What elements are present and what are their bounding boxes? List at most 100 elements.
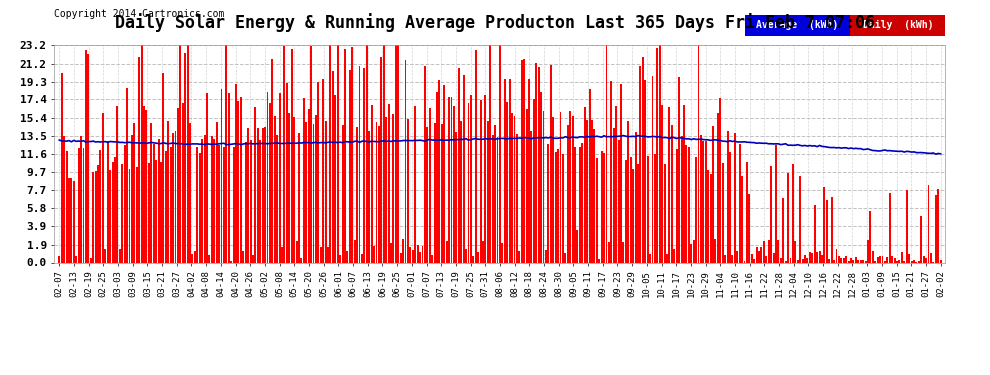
Text: Copyright 2014 Cartronics.com: Copyright 2014 Cartronics.com <box>54 9 225 19</box>
Bar <box>305 122 307 262</box>
Bar <box>623 242 625 262</box>
Bar <box>673 249 675 262</box>
Bar <box>271 59 273 262</box>
Bar <box>58 256 60 262</box>
Bar <box>646 156 648 262</box>
Bar <box>576 230 578 262</box>
Bar <box>663 164 665 262</box>
Bar <box>901 252 903 262</box>
Bar <box>891 256 893 262</box>
Bar <box>881 256 883 262</box>
Bar <box>320 247 322 262</box>
Bar <box>826 200 828 262</box>
Bar <box>248 128 249 262</box>
Bar <box>82 148 84 262</box>
Bar <box>872 251 874 262</box>
Bar <box>724 255 726 262</box>
Bar <box>92 172 94 262</box>
Bar <box>434 123 436 262</box>
Bar <box>799 176 801 262</box>
Bar <box>80 136 82 262</box>
Bar <box>206 93 208 262</box>
Bar <box>179 45 181 262</box>
Bar <box>877 258 878 262</box>
Bar <box>77 148 79 262</box>
Bar <box>855 256 856 262</box>
Bar <box>685 144 687 262</box>
Bar <box>938 189 940 262</box>
Bar <box>867 240 869 262</box>
Bar <box>727 131 729 262</box>
Bar <box>122 164 123 262</box>
Bar <box>504 78 506 262</box>
Bar <box>432 255 434 262</box>
Bar <box>259 140 261 262</box>
Bar <box>300 258 302 262</box>
Bar <box>611 81 612 262</box>
Bar <box>625 160 627 262</box>
Bar <box>707 170 709 262</box>
Bar <box>722 163 724 262</box>
Bar <box>184 53 186 262</box>
Bar <box>765 256 767 262</box>
Bar <box>342 125 344 262</box>
Bar <box>678 77 680 262</box>
Bar <box>348 70 350 262</box>
Bar <box>906 190 908 262</box>
Bar <box>383 45 385 262</box>
Bar <box>187 45 188 262</box>
Bar <box>330 45 332 262</box>
Bar <box>923 256 925 262</box>
Bar <box>571 116 573 262</box>
Bar <box>286 83 288 262</box>
Bar <box>453 106 455 262</box>
Bar <box>841 258 842 262</box>
Bar <box>918 261 920 262</box>
Bar <box>233 147 235 262</box>
Bar <box>75 256 77 262</box>
Bar <box>126 88 128 262</box>
Bar <box>608 242 610 262</box>
Bar <box>293 117 295 262</box>
Bar <box>141 45 143 262</box>
Bar <box>235 84 237 262</box>
Bar <box>412 250 414 262</box>
Bar <box>755 247 757 262</box>
Bar <box>581 143 583 262</box>
Bar <box>879 256 881 262</box>
Bar <box>693 240 695 262</box>
Bar <box>710 174 712 262</box>
Bar <box>366 45 367 262</box>
Bar <box>298 132 300 262</box>
Bar <box>852 261 854 262</box>
Bar <box>620 84 622 262</box>
Bar <box>519 251 521 262</box>
Bar <box>824 188 826 262</box>
Bar <box>821 255 823 262</box>
Bar <box>160 162 162 262</box>
Bar <box>353 240 355 262</box>
Bar <box>238 100 240 262</box>
Text: Average  (kWh): Average (kWh) <box>756 20 839 30</box>
Bar <box>552 117 554 262</box>
Bar <box>516 134 518 262</box>
Bar <box>586 120 588 262</box>
Text: Daily  (kWh): Daily (kWh) <box>862 20 933 30</box>
Bar <box>812 254 813 262</box>
Bar <box>908 254 910 262</box>
Bar <box>65 151 67 262</box>
Bar <box>637 164 639 262</box>
Bar <box>635 132 637 262</box>
Bar <box>87 54 89 262</box>
Bar <box>182 103 184 262</box>
Bar <box>213 139 215 262</box>
Bar <box>455 132 457 262</box>
Bar <box>177 108 179 262</box>
Bar <box>392 114 394 262</box>
Bar <box>414 106 416 262</box>
Bar <box>191 254 193 262</box>
Bar <box>73 182 75 262</box>
Bar <box>370 105 372 262</box>
Bar <box>584 107 586 262</box>
Bar <box>90 258 92 262</box>
